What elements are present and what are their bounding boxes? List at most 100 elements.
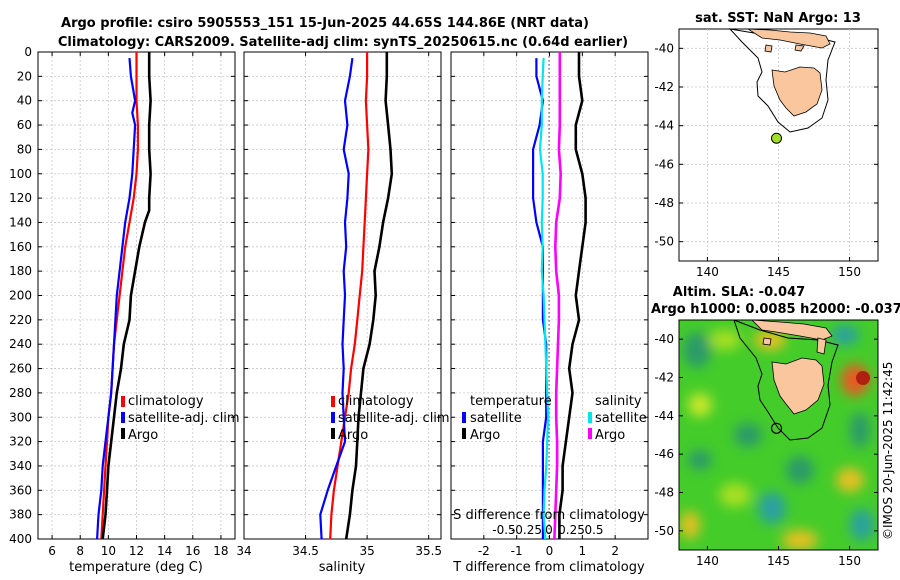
y-tick-label: 360	[9, 483, 32, 497]
secondary-tick-label: -0.25	[511, 523, 542, 537]
map-x-tick-label: 145	[767, 265, 790, 279]
legend-S-argo-label: Argo	[595, 428, 625, 443]
map-y-tick-label: -44	[654, 119, 674, 133]
y-tick-label: 280	[9, 386, 32, 400]
difference-legend-temperature: temperature satellite Argo	[462, 394, 552, 443]
y-tick-label: 260	[9, 362, 32, 376]
tasmania	[771, 357, 825, 415]
y-tick-label: 180	[9, 264, 32, 278]
sla-blob	[734, 423, 762, 447]
x-tick-label: 14	[157, 544, 172, 558]
secondary-tick-label: 0.5	[584, 523, 603, 537]
difference-legend-salinity: salinity satellite Argo	[588, 394, 647, 443]
sla-blob	[831, 325, 859, 345]
temperature-xlabel: temperature (deg C)	[69, 560, 203, 575]
map-y-tick-label: -50	[654, 524, 674, 538]
legend-climatology-label: climatology	[128, 394, 204, 409]
sla-blob	[688, 393, 712, 417]
series-line-satellite-adj-clim	[96, 58, 137, 540]
y-tick-label: 380	[9, 508, 32, 522]
legend-T-satellite-label: satellite	[470, 411, 522, 426]
sla-high-anomaly	[856, 371, 870, 385]
y-tick-label: 140	[9, 215, 32, 229]
map-x-tick-label: 150	[838, 554, 861, 568]
y-tick-label: 240	[9, 337, 32, 351]
legend-T-argo-label: Argo	[470, 428, 500, 443]
map-x-tick-label: 150	[838, 265, 861, 279]
tasmania	[771, 66, 823, 117]
x-tick-label: -2	[478, 544, 490, 558]
sla-argo-location-marker	[770, 422, 783, 434]
temperature-legend: climatology satellite-adj. clim Argo	[121, 394, 240, 443]
x-tick-label: 35	[359, 544, 374, 558]
sla-blob	[709, 330, 741, 350]
sla-field	[679, 320, 878, 550]
y-tick-label: 340	[9, 459, 32, 473]
timestamp: ©IMOS 20-Jun-2025 11:42:45	[881, 362, 895, 540]
x-tick-label: 8	[76, 544, 84, 558]
secondary-axis-label: S difference from climatology	[453, 508, 645, 523]
flinders-island	[816, 337, 827, 355]
salinity-panel: 34 34.5 35 35.5 salinity climatology satell…	[236, 51, 450, 575]
legend-argo-label: Argo	[128, 428, 158, 443]
secondary-tick-label: 0	[545, 523, 553, 537]
x-tick-label: 1	[579, 544, 587, 558]
y-tick-label: 320	[9, 435, 32, 449]
salinity-legend: climatology satellite-adj. clim Argo	[331, 394, 450, 443]
y-tick-label: 200	[9, 289, 32, 303]
figure-title: Argo profile: csiro 5905553_151 15-Jun-2…	[61, 16, 589, 31]
temperature-panel: 0 20 40 60 80 100 120 140 160 180 200 220 240 260 280 3…	[9, 45, 240, 575]
y-tick-label: 400	[9, 532, 32, 546]
king-island	[764, 44, 773, 53]
legend-T-argo-swatch	[462, 428, 466, 439]
secondary-tick-label: -0.5	[492, 523, 515, 537]
map-y-tick-label: -48	[654, 486, 674, 500]
legend-climatology-swatch	[331, 396, 335, 407]
legend-S-satellite-label: satellite	[595, 411, 647, 426]
y-tick-label: 220	[9, 313, 32, 327]
sla-blob	[786, 456, 814, 484]
series-line-s-argo	[553, 52, 563, 540]
legend-satellite-label: satellite-adj. clim	[128, 411, 240, 426]
salinity-xlabel: salinity	[319, 560, 366, 575]
series-line-argo	[101, 52, 152, 540]
map-y-tick-label: -40	[654, 41, 674, 55]
sst-map-title: sat. SST: NaN Argo: 13	[695, 11, 861, 26]
y-tick-label: 120	[9, 191, 32, 205]
legend-S-satellite-swatch	[588, 412, 592, 423]
series-line-satellite-adj-clim	[319, 57, 354, 540]
map-y-tick-label: -40	[654, 332, 674, 346]
y-tick-label: 60	[17, 118, 32, 132]
sla-blob	[683, 332, 711, 368]
map-y-tick-label: -42	[654, 80, 674, 94]
x-tick-label: 10	[101, 544, 116, 558]
y-tick-label: 80	[17, 142, 32, 156]
x-tick-label: 35.5	[415, 544, 442, 558]
legend-satellite-swatch	[331, 412, 335, 423]
sla-blob	[688, 450, 712, 470]
map-y-tick-label: -44	[654, 409, 674, 423]
x-tick-label: 6	[48, 544, 56, 558]
series-line-s-satellite	[538, 58, 550, 540]
difference-panel: -2 -1 0 1 2 T difference from climatology S …	[450, 51, 649, 575]
map-y-tick-label: -46	[654, 447, 674, 461]
map-x-tick-label: 140	[696, 554, 719, 568]
y-tick-label: 160	[9, 240, 32, 254]
y-tick-label: 0	[24, 45, 32, 59]
x-tick-label: 2	[611, 544, 619, 558]
legend-argo-swatch	[121, 428, 125, 439]
king-island	[762, 337, 772, 346]
map-y-tick-label: -46	[654, 157, 674, 171]
legend-S-argo-swatch	[588, 428, 592, 439]
map-y-tick-label: -48	[654, 196, 674, 210]
difference-xlabel: T difference from climatology	[452, 560, 645, 575]
sst-argo-location-marker	[771, 132, 783, 144]
y-tick-label: 300	[9, 410, 32, 424]
x-tick-label: -1	[511, 544, 523, 558]
legend-salinity-title: salinity	[595, 394, 642, 409]
sla-blob	[758, 492, 786, 524]
sla-blob	[680, 511, 700, 539]
x-tick-label: 34.5	[292, 544, 319, 558]
map-y-tick-label: -50	[654, 235, 674, 249]
legend-satellite-swatch	[121, 412, 125, 423]
